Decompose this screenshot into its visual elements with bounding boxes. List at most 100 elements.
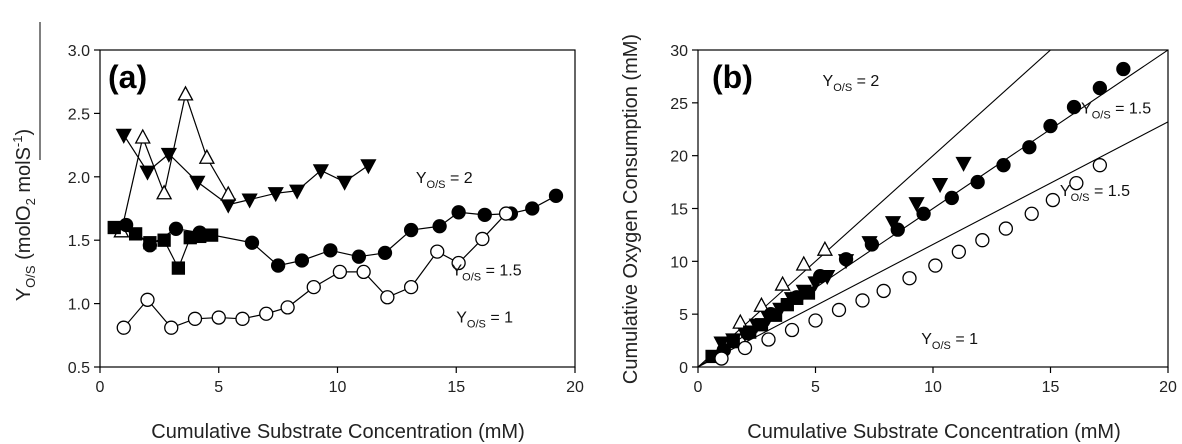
panel-b-y-tick-label: 0 (679, 360, 688, 377)
panel-a-data-point (332, 264, 348, 280)
panel-a-data-point (156, 184, 173, 200)
panel-a-data-point (139, 165, 156, 181)
panel-a-annotation: YO/S = 1 (456, 310, 513, 331)
panel-b-data-point (732, 313, 749, 329)
panel-a-x-tick-label: 0 (96, 379, 105, 396)
panel-a-data-point (220, 198, 237, 214)
panel-a-data-point (211, 310, 226, 325)
panel-b-data-point (876, 283, 891, 299)
panel-a-data-point (294, 253, 310, 268)
panel-b-data-point (838, 252, 854, 267)
panel-a-data-point (312, 164, 329, 180)
panel-a-y-tick-label: 1.0 (68, 297, 90, 314)
panel-a-data-point (171, 261, 186, 275)
panel-a-data-point (204, 228, 219, 242)
panel-b-data-point (996, 158, 1011, 173)
panel-b-fit-line (698, 50, 1051, 367)
panel-b-plot-area: 0 5 10 15 20 0 5 10 15 20 25 30 YO/S = 2 YO/S = 1.5 YO… (670, 43, 1177, 396)
panel-a-data-point (193, 229, 207, 244)
panel-a-data-point (235, 311, 250, 326)
panel-a-data-point (380, 290, 395, 305)
panel-b-data-point (795, 255, 812, 271)
panel-a-series-line (125, 195, 557, 267)
panel-a-data-point (403, 222, 419, 238)
panel-b-annotation: YO/S = 2 (823, 73, 880, 94)
panel-a-x-tick-label: 5 (214, 379, 223, 396)
panel-b-data-point (774, 275, 791, 291)
panel-a-series-circle-open (116, 206, 514, 335)
panel-a-data-point (351, 249, 367, 264)
panel-b-annotation: YO/S = 1.5 (1081, 100, 1151, 121)
panel-b-data-point (1043, 118, 1058, 134)
panel-b-y-tick-label: 30 (670, 43, 688, 60)
panel-b-chart: 0 5 10 15 20 0 5 10 15 20 25 30 YO/S = 2 YO/S = 1.5 YO… (620, 34, 1177, 443)
panel-a-y-axis-title: YO/S (molO2 molS-1) (10, 129, 38, 301)
panel-a-series-triangle-down-filled (115, 128, 377, 214)
panel-a-data-point (267, 187, 284, 203)
panel-b-data-point (816, 240, 833, 256)
panel-a-annotation: YO/S = 1.5 (452, 263, 522, 284)
panel-b-data-point (1022, 140, 1037, 155)
panel-b-data-point (808, 313, 823, 328)
panel-a-data-point (164, 320, 179, 335)
panel-b-y-tick-label: 5 (679, 307, 688, 324)
panel-a-data-point (244, 235, 260, 250)
panel-b-data-point (931, 178, 949, 194)
panel-a-data-point (360, 159, 377, 175)
panel-b-data-point (970, 174, 985, 190)
panel-a-data-point (134, 128, 151, 144)
panel-b-data-point (1092, 80, 1107, 96)
panel-a-data-point (280, 300, 295, 315)
panel-a-data-point (306, 279, 321, 295)
panel-b-data-point (955, 156, 972, 172)
panel-a-data-point (451, 205, 466, 220)
panel-a-x-tick-label: 20 (566, 379, 584, 396)
panel-b-x-tick-label: 10 (924, 379, 942, 396)
panel-a-data-point (525, 201, 540, 216)
panel-b-x-tick-label: 0 (694, 379, 703, 396)
panel-a-data-point (116, 320, 131, 335)
panel-b-data-point (737, 340, 753, 356)
panel-b-data-point (855, 293, 870, 308)
panel-b-data-point (714, 351, 729, 366)
panel-b-x-axis-title: Cumulative Substrate Concentration (mM) (747, 421, 1120, 443)
panel-a-data-point (377, 245, 393, 261)
panel-b-data-point (975, 233, 990, 248)
panel-b-data-point (908, 197, 925, 213)
panel-b-data-point (743, 325, 757, 339)
panel-b-y-tick-label: 25 (670, 96, 688, 113)
panel-a-y-tick-label: 2.5 (68, 106, 90, 123)
panel-b-y-tick-label: 10 (670, 254, 688, 271)
panel-a-data-point (259, 306, 274, 321)
panel-a-x-tick-label: 10 (329, 379, 347, 396)
panel-a-plot-area: 0 5 10 15 20 0.5 1.0 1.5 2.0 2.5 3.0 YO/S = 2 YO/S =… (68, 43, 584, 396)
panel-b-data-point (801, 286, 816, 300)
panel-a-data-point (323, 243, 338, 258)
panel-b-data-point (916, 206, 931, 221)
panel-b-data-point (768, 308, 783, 322)
panel-a-data-point (187, 311, 203, 326)
panel-a-series-triangle-up-open (113, 85, 237, 238)
panel-a-data-point (475, 231, 490, 247)
panel-b-data-point (1092, 158, 1107, 173)
panel-b-y-axis-title: Cumulative Oxygen Consumption (mM) (620, 34, 642, 384)
panel-b-series-circle-open (714, 158, 1107, 366)
panel-b-x-tick-label: 15 (1042, 379, 1060, 396)
panel-a-data-point (548, 188, 564, 203)
panel-a-series-square-filled (107, 220, 219, 275)
panel-b-data-point (726, 334, 740, 349)
panel-a-data-point (143, 236, 157, 250)
panel-a-series-circle-filled (118, 188, 564, 273)
panel-a-y-tick-label: 3.0 (68, 43, 90, 60)
panel-a-data-point (403, 279, 419, 295)
panel-a-chart: 0 5 10 15 20 0.5 1.0 1.5 2.0 2.5 3.0 YO/S = 2 YO/S =… (10, 22, 584, 443)
panel-a-data-point (177, 85, 194, 101)
panel-b-data-point (928, 258, 943, 273)
panel-b-x-tick-label: 5 (811, 379, 820, 396)
panel-a-x-tick-label: 15 (447, 379, 465, 396)
panel-b-label: (b) (712, 59, 753, 95)
panel-b-data-point (951, 244, 966, 259)
panel-b-data-point (784, 322, 800, 338)
panel-b-data-point (1069, 175, 1084, 191)
panel-a-data-point (198, 148, 215, 164)
